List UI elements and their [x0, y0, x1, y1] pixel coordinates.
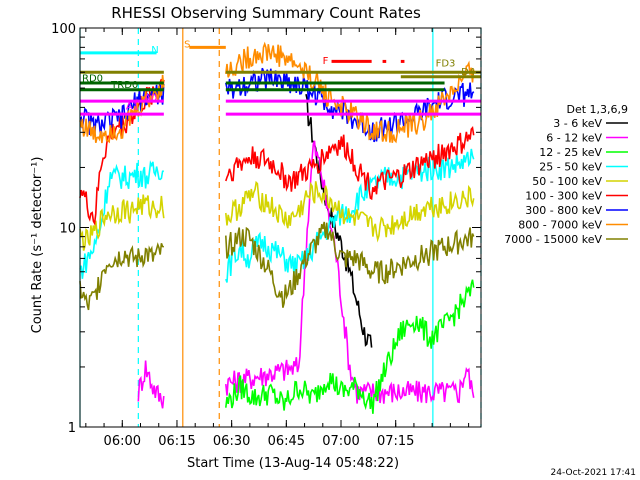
series-line-2-0 [225, 279, 475, 414]
legend-label: 7000 - 15000 keV [504, 233, 602, 246]
flag-label-f: F [323, 56, 329, 67]
flag-label-rd0: RD0 [82, 73, 103, 84]
x-tick-label: 06:00 [104, 434, 141, 449]
series-line-7-1 [225, 41, 475, 144]
y-axis-label: Count Rate (s⁻¹ detector⁻¹) [30, 157, 45, 334]
flag-label-a1: A1 [126, 102, 139, 113]
series-line-3-0 [79, 160, 164, 279]
flag-label-d4: D4 [461, 67, 475, 78]
x-tick-label: 06:30 [213, 434, 250, 449]
legend-label: 800 - 7000 keV [518, 219, 602, 232]
x-tick-label: 07:15 [377, 434, 414, 449]
series-line-1-1 [225, 140, 475, 404]
y-tick-label: 10 [59, 222, 76, 237]
x-tick-label: 06:15 [158, 434, 195, 449]
series-line-8-1 [225, 221, 475, 308]
legend-label: 300 - 800 keV [525, 204, 602, 217]
legend-label: 12 - 25 keV [539, 146, 602, 159]
chart-title: RHESSI Observing Summary Count Rates [111, 4, 421, 22]
flag-label-a0: A0 [144, 93, 157, 104]
legend-label: 25 - 50 keV [539, 161, 602, 174]
y-tick-label: 100 [51, 22, 76, 37]
series-line-1-0 [137, 360, 165, 409]
x-axis-label: Start Time (13-Aug-14 05:48:22) [187, 456, 399, 471]
flag-label-fd3: FD3 [436, 59, 456, 70]
series-line-3-1 [225, 148, 475, 283]
data-layer: N S F FD3 D4 RD0 TRD0 A0 A1 [79, 28, 482, 427]
series-line-4-1 [225, 180, 475, 243]
flag-label-trd0: TRD0 [110, 80, 138, 91]
legend-label: 50 - 100 keV [532, 175, 602, 188]
axes-layer: 06:00 06:15 06:30 06:45 07:00 07:15 1 10 100 [51, 22, 481, 449]
flag-label-n: N [151, 45, 158, 56]
series-line-5-1 [225, 125, 475, 201]
series-line-8-0 [79, 242, 165, 311]
footer-timestamp: 24-Oct-2021 17:41 [551, 468, 636, 478]
legend-label: 100 - 300 keV [525, 190, 602, 203]
series-line-0-0 [305, 94, 373, 348]
legend-label: 6 - 12 keV [546, 132, 602, 145]
x-tick-label: 07:00 [322, 434, 359, 449]
flag-label-s: S [184, 39, 190, 50]
legend-label: 3 - 6 keV [553, 117, 602, 130]
y-tick-label: 1 [68, 421, 76, 436]
series-line-4-0 [79, 194, 165, 251]
x-tick-label: 06:45 [268, 434, 305, 449]
legend-title: Det 1,3,6,9 [566, 103, 628, 116]
